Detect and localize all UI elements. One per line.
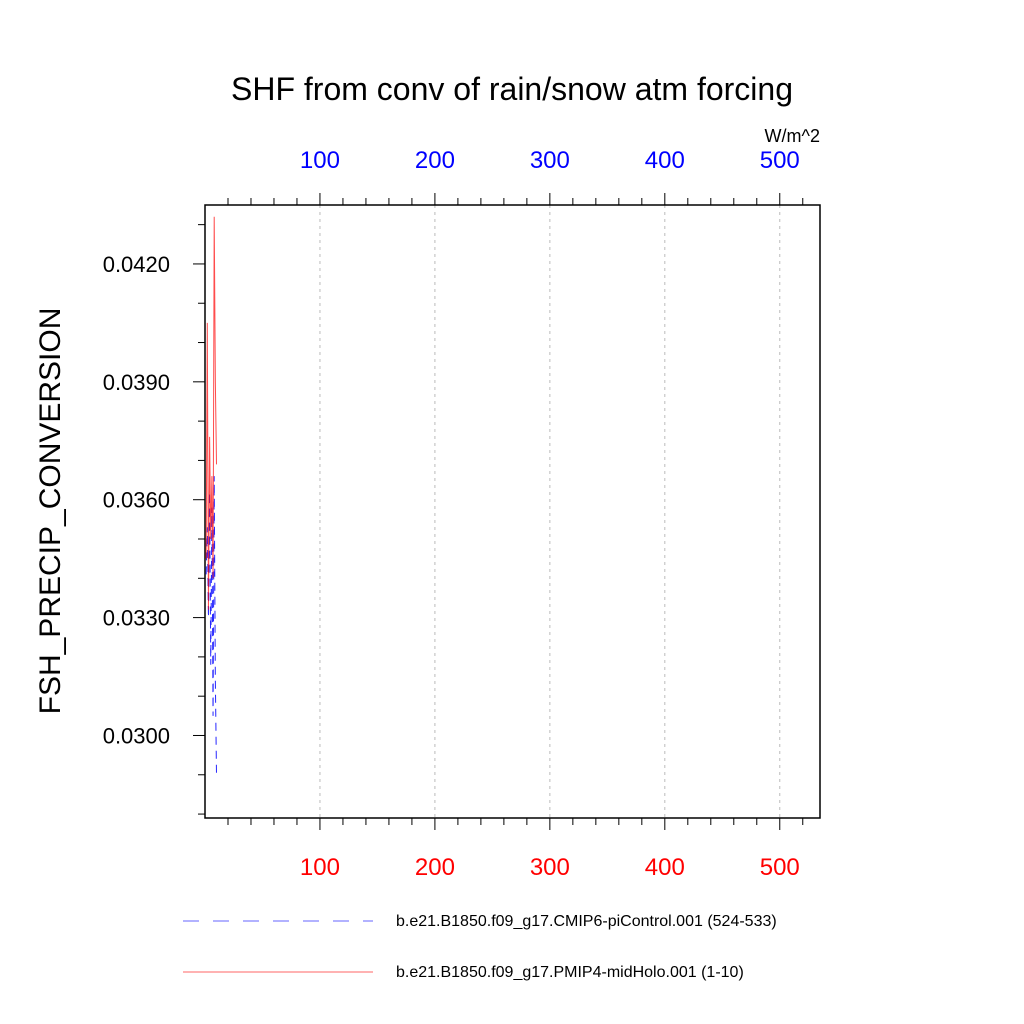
- x-tick-label-top: 400: [645, 147, 685, 174]
- plot-frame: [204, 204, 821, 819]
- y-tick-label: 0.0300: [103, 723, 170, 748]
- chart-title: SHF from conv of rain/snow atm forcing: [231, 71, 793, 107]
- legend-label-picontrol: b.e21.B1850.f09_g17.CMIP6-piControl.001 …: [396, 913, 777, 930]
- series-line-1: [205, 216, 217, 610]
- legend: b.e21.B1850.f09_g17.CMIP6-piControl.001 …: [183, 913, 777, 981]
- units-label: W/m^2: [765, 126, 820, 146]
- legend-label-midholo: b.e21.B1850.f09_g17.PMIP4-midHolo.001 (1…: [396, 964, 744, 981]
- x-tick-label-bottom: 200: [415, 854, 455, 881]
- tick-labels: 100 100 200 200 300 300 400 400 500 500 0.0300 0.03…: [103, 147, 800, 881]
- x-tick-label-top: 300: [530, 147, 570, 174]
- y-tick-label: 0.0420: [103, 252, 170, 277]
- x-tick-label-top: 100: [300, 147, 340, 174]
- x-tick-label-bottom: 500: [760, 854, 800, 881]
- y-tick-label: 0.0330: [103, 606, 170, 631]
- y-tick-label: 0.0390: [103, 370, 170, 395]
- y-tick-label: 0.0360: [103, 488, 170, 513]
- y-axis-label: FSH_PRECIP_CONVERSION: [34, 308, 67, 715]
- x-tick-label-bottom: 300: [530, 854, 570, 881]
- series-lines: [205, 216, 217, 775]
- grid: [319, 205, 781, 818]
- x-tick-label-bottom: 100: [300, 854, 340, 881]
- axis-ticks: [193, 193, 804, 830]
- x-tick-label-top: 200: [415, 147, 455, 174]
- x-tick-label-bottom: 400: [645, 854, 685, 881]
- x-tick-label-top: 500: [760, 147, 800, 174]
